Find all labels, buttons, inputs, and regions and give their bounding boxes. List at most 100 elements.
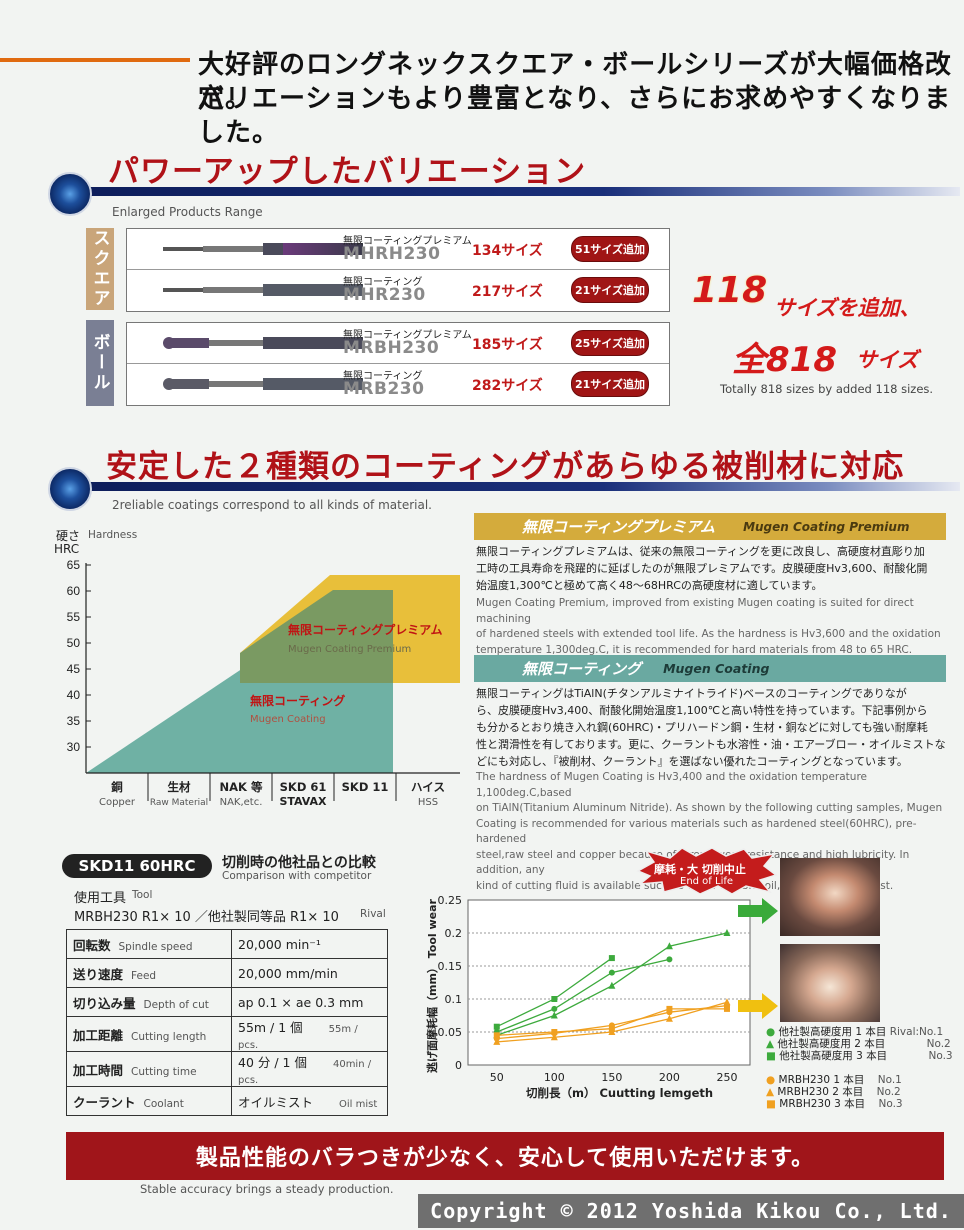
condition-label: 加工時間 bbox=[73, 1062, 124, 1078]
legend-item: ■ 他社製高硬度用 3 本目 No.3 bbox=[766, 1050, 956, 1062]
material-label-en: Copper bbox=[99, 797, 136, 808]
product-coating: 無限コーティングプレミアム bbox=[343, 330, 472, 341]
y-tick-label: 0 bbox=[455, 1059, 462, 1072]
square-tab: スクエア bbox=[86, 228, 114, 310]
y-tick: 40 bbox=[67, 688, 81, 702]
text-line: of hardened steels with extended tool li… bbox=[476, 628, 941, 640]
endmill-ball-icon bbox=[163, 378, 363, 390]
text-line: どにも対応し、『被削材、クーラント』を選ばない優れたコーティングとなっています。 bbox=[476, 755, 908, 768]
legend-suffix: No.2 bbox=[876, 1086, 901, 1098]
cutting-conditions-table: 回転数 Spindle speed 20,000 min⁻¹ 送り速度 Feed 20,… bbox=[66, 929, 388, 1116]
endmill-ball-icon bbox=[163, 337, 363, 349]
text-line: on TiAlN(Titanium Aluminum Nitride). As … bbox=[476, 802, 943, 814]
table-row: 加工距離 Cutting length 55m / 1 個 55m / pcs. bbox=[66, 1016, 388, 1052]
triangle-marker-icon: ▲ bbox=[766, 1086, 775, 1098]
end-of-life-label: 摩耗・大 切削中止 bbox=[654, 863, 746, 876]
data-point bbox=[493, 1023, 500, 1030]
y-tick-label: 0.25 bbox=[438, 894, 463, 907]
square-marker-icon: ■ bbox=[766, 1098, 776, 1110]
circle-marker-icon: ● bbox=[766, 1026, 776, 1038]
hardness-chart: 65 60 55 50 45 40 35 30 無限コーティングプレミアム Mu… bbox=[67, 558, 460, 808]
end-of-life-starburst bbox=[636, 848, 778, 894]
text-line: temperature 1,300deg.C, it is recommende… bbox=[476, 643, 913, 656]
section1-title: パワーアップしたバリエーション bbox=[108, 154, 587, 190]
y-tick-label: 0.1 bbox=[445, 993, 463, 1006]
tool-value: MRBH230 R1× 10 ／他社製同等品 R1× 10 bbox=[74, 910, 339, 925]
data-point bbox=[551, 1005, 558, 1012]
condition-value-en: 40min / pcs. bbox=[238, 1059, 372, 1086]
triangle-marker-icon: ▲ bbox=[766, 1038, 775, 1050]
product-coating: 無限コーティング bbox=[343, 277, 423, 288]
added-sizes-badge: 25サイズ追加 bbox=[571, 330, 649, 356]
table-row: 加工時間 Cutting time 40 分 / 1 個 40min / pcs. bbox=[66, 1051, 388, 1087]
section2-bullet-icon bbox=[48, 467, 92, 511]
condition-value: ap 0.1 × ae 0.3 mm bbox=[238, 994, 364, 1010]
condition-label: 加工距離 bbox=[73, 1027, 124, 1043]
headline-line-2: バリエーションもより豊富となり、さらにお求めやすくなりました。 bbox=[198, 84, 952, 148]
table-row: 回転数 Spindle speed 20,000 min⁻¹ bbox=[66, 929, 388, 959]
condition-value: オイルミスト bbox=[238, 1094, 314, 1110]
endmill-square-icon bbox=[163, 284, 363, 296]
top-accent-line bbox=[0, 58, 190, 62]
x-tick-label: 200 bbox=[659, 1071, 680, 1084]
y-tick: 35 bbox=[67, 714, 81, 728]
comparison-title-en: Comparison with competitor bbox=[222, 870, 372, 882]
condition-label: 回転数 bbox=[73, 937, 111, 953]
section2-title: 安定した２種類のコーティングがあらゆる被削材に対応 bbox=[106, 449, 905, 485]
row-divider bbox=[127, 363, 669, 364]
condition-label-en: Cutting time bbox=[131, 1065, 197, 1078]
data-point bbox=[666, 956, 673, 963]
premium-body-jp: 無限コーティングプレミアムは、従来の無限コーティングを更に改良し、高硬度材直彫り… bbox=[476, 543, 951, 594]
data-point bbox=[666, 1005, 673, 1012]
text-line: Mugen Coating Premium, improved from exi… bbox=[476, 597, 914, 625]
data-point bbox=[608, 969, 615, 976]
tool-label: 使用工具 bbox=[74, 891, 127, 906]
data-point bbox=[723, 929, 731, 936]
mugen-label: 無限コーティング bbox=[250, 693, 345, 708]
legend-item: ▲ 他社製高硬度用 2 本目 No.2 bbox=[766, 1038, 956, 1050]
hardness-ticks bbox=[86, 564, 91, 748]
mugen-body-jp: 無限コーティングはTiAlN(チタンアルミナイトライド)ベースのコーティングであ… bbox=[476, 685, 951, 770]
mrbh230-tool-photo bbox=[780, 944, 880, 1022]
promo-text-1: サイズを追加、 bbox=[774, 296, 921, 320]
premium-band-title: 無限コーティングプレミアム bbox=[522, 518, 716, 536]
premium-band: 無限コーティングプレミアム Mugen Coating Premium bbox=[474, 513, 946, 540]
product-name: MRBH230 bbox=[343, 338, 440, 358]
table-row: クーラント Coolant オイルミスト Oil mist bbox=[66, 1086, 388, 1116]
product-size-count: 217サイズ bbox=[472, 284, 543, 300]
headline-line-1: 大好評のロングネックスクエア・ボールシリーズが大幅価格改定。 bbox=[198, 50, 952, 114]
square-marker-icon: ■ bbox=[766, 1050, 776, 1062]
comparison-title: 切削時の他社品との比較 bbox=[222, 855, 376, 871]
condition-label-en: Coolant bbox=[143, 1097, 184, 1110]
data-point bbox=[608, 1025, 615, 1032]
mugen-band-title-en: Mugen Coating bbox=[663, 661, 770, 676]
square-products-box: 無限コーティングプレミアム MHRH230 134サイズ 51サイズ追加 無限コ… bbox=[126, 228, 670, 312]
condition-value: 55m / 1 個 bbox=[238, 1020, 303, 1035]
condition-label-en: Depth of cut bbox=[143, 998, 209, 1011]
data-point bbox=[608, 955, 615, 962]
material-label: SKD 61 bbox=[280, 780, 327, 794]
condition-label: クーラント bbox=[73, 1094, 136, 1110]
text-line: も分かるとおり焼き入れ鋼(60HRC)・プリハードン鋼・生材・銅などに対しても強… bbox=[476, 721, 928, 734]
tool-wear-chart: 0.25 0.2 0.15 0.1 0.05 0 50 100 150 200 250 切削長（m）… bbox=[425, 894, 751, 1100]
legend-label: 他社製高硬度用 1 本目 bbox=[778, 1026, 887, 1038]
text-line: 始温度1,300℃と極めて高く48～68HRCの高硬度材に適しています。 bbox=[476, 579, 823, 592]
material-label: ハイス bbox=[411, 780, 445, 794]
premium-band-title-en: Mugen Coating Premium bbox=[743, 519, 910, 534]
material-label: NAK 等 bbox=[220, 780, 263, 794]
data-point bbox=[493, 1032, 500, 1039]
material-label-en: Raw Material bbox=[150, 798, 208, 808]
y-tick-label: 0.2 bbox=[445, 927, 463, 940]
product-row: 無限コーティング MHR230 217サイズ 21サイズ追加 bbox=[127, 270, 669, 310]
product-row: 無限コーティングプレミアム MHRH230 134サイズ 51サイズ追加 bbox=[127, 229, 669, 269]
tool-value-en: Rival bbox=[360, 908, 386, 920]
legend-item: ● MRBH230 1 本目 No.1 bbox=[766, 1074, 956, 1086]
section2-rule bbox=[70, 482, 960, 491]
product-row: 無限コーティングプレミアム MRBH230 185サイズ 25サイズ追加 bbox=[127, 323, 669, 363]
section1-rule bbox=[70, 187, 960, 196]
legend-item: ● 他社製高硬度用 1 本目 Rival:No.1 bbox=[766, 1026, 956, 1038]
data-point bbox=[723, 998, 731, 1006]
material-label-en: NAK,etc. bbox=[220, 797, 263, 808]
product-name: MRB230 bbox=[343, 379, 425, 399]
added-sizes-badge: 51サイズ追加 bbox=[571, 236, 649, 262]
